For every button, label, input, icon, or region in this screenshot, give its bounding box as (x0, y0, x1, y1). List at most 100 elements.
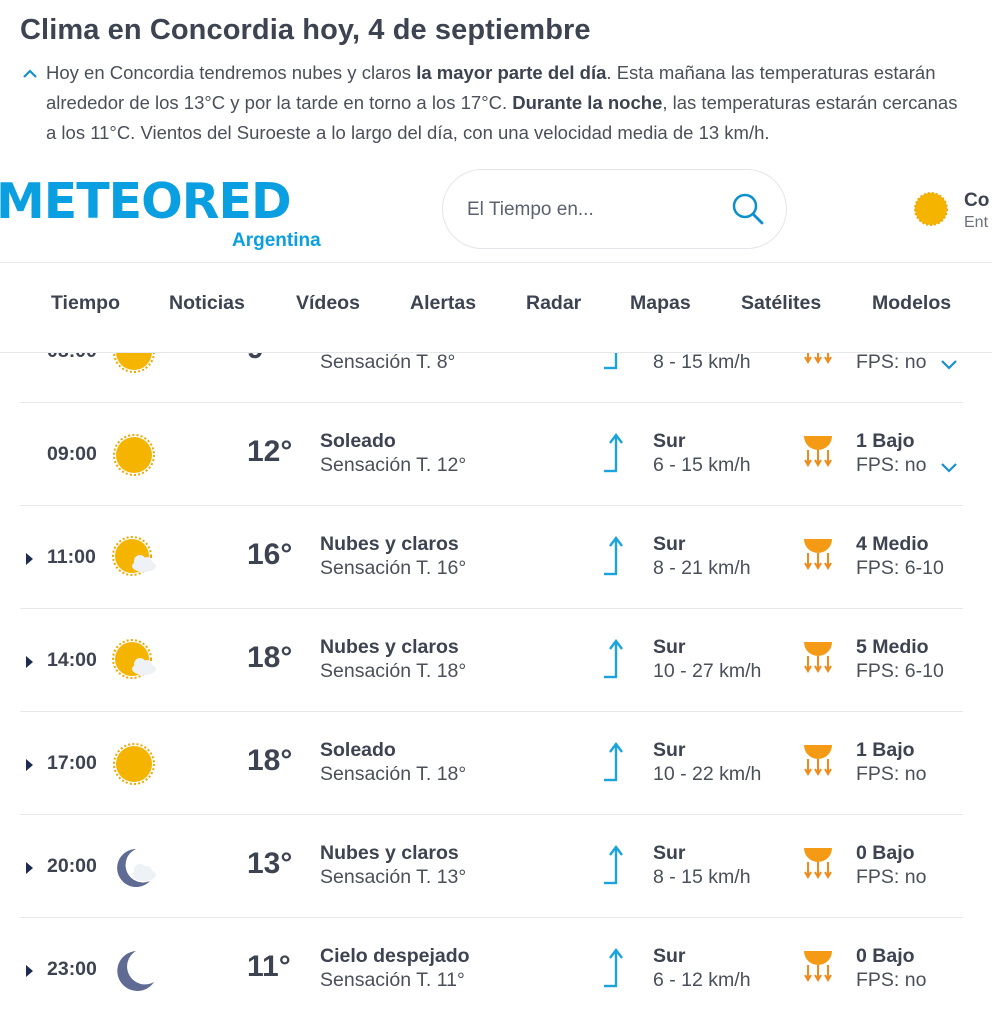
wind-direction-icon (602, 534, 626, 580)
expand-row-arrow-icon[interactable] (26, 759, 33, 771)
row-condition: Nubes y claros (320, 533, 459, 555)
search-icon[interactable] (731, 192, 765, 226)
chevron-down-icon[interactable] (940, 461, 958, 473)
summary-bold-2: Durante la noche (512, 92, 663, 113)
summary-bold-1: la mayor parte del día (416, 62, 607, 83)
intro-section: Clima en Concordia hoy, 4 de septiembre … (0, 0, 992, 160)
row-wind-speed: 8 - 15 km/h (653, 866, 751, 888)
row-uv-index: 0 Bajo (856, 945, 915, 967)
row-condition: Soleado (320, 739, 396, 761)
sun-cloud-icon (110, 637, 160, 687)
chevron-up-icon[interactable] (22, 68, 38, 80)
summary-text-3: , las temperaturas estarán cercanas a lo… (46, 92, 958, 143)
nav-item-satelites[interactable]: Satélites (741, 292, 822, 314)
row-fps: FPS: no (856, 351, 927, 373)
row-fps: FPS: 6-10 (856, 557, 944, 579)
nav-item-videos[interactable]: Vídeos (296, 292, 360, 314)
row-wind-direction: Sur (653, 533, 686, 555)
row-feels-like: Sensación T. 18° (320, 763, 467, 785)
row-condition: Cielo despejado (320, 945, 470, 967)
row-wind-speed: 6 - 12 km/h (653, 969, 751, 991)
search-input[interactable] (467, 192, 717, 228)
intro-summary: Hoy en Concordia tendremos nubes y claro… (46, 58, 966, 148)
row-time: 20:00 (47, 855, 97, 877)
uv-index-icon (800, 739, 836, 785)
row-feels-like: Sensación T. 13° (320, 866, 467, 888)
uv-index-icon (800, 430, 836, 476)
nav-item-modelos[interactable]: Modelos (872, 292, 952, 314)
row-temperature: 18° (247, 744, 293, 777)
row-wind-speed: 6 - 15 km/h (653, 454, 751, 476)
forecast-row[interactable]: 14:00 18° Nubes y claros Sensación T. 18° Su… (20, 609, 963, 712)
row-feels-like: Sensación T. 8° (320, 351, 456, 373)
moon-cloud-icon (110, 843, 160, 893)
row-time: 11:00 (47, 546, 96, 568)
sun-cloud-icon (110, 534, 160, 584)
row-wind-direction: Sur (653, 842, 686, 864)
row-wind-speed: 8 - 15 km/h (653, 351, 751, 373)
nav-item-mapas[interactable]: Mapas (630, 292, 691, 314)
forecast-row[interactable]: 09:00 12° Soleado Sensación T. 12° Sur 6 - 15… (20, 403, 963, 506)
search-box[interactable] (442, 169, 787, 249)
nav-item-alertas[interactable]: Alertas (410, 292, 477, 314)
chevron-down-icon[interactable] (940, 358, 958, 370)
row-uv-index: 4 Medio (856, 533, 929, 555)
nav-item-noticias[interactable]: Noticias (169, 292, 245, 314)
expand-row-arrow-icon[interactable] (26, 965, 33, 977)
wind-direction-icon (602, 431, 626, 477)
row-fps: FPS: no (856, 454, 927, 476)
uv-index-icon (800, 533, 836, 579)
nav-item-radar[interactable]: Radar (526, 292, 582, 314)
page-title: Clima en Concordia hoy, 4 de septiembre (20, 14, 591, 46)
row-wind-direction: Sur (653, 636, 686, 658)
row-wind-direction: Sur (653, 945, 686, 967)
row-wind-direction: Sur (653, 430, 686, 452)
row-fps: FPS: 6-10 (856, 660, 944, 682)
current-sublabel: Ent (964, 214, 989, 231)
uv-index-icon (800, 636, 836, 682)
row-wind-speed: 8 - 21 km/h (653, 557, 751, 579)
row-time: 09:00 (47, 443, 97, 465)
expand-row-arrow-icon[interactable] (26, 553, 33, 565)
row-uv-index: 0 Bajo (856, 842, 915, 864)
moon-icon (110, 946, 160, 996)
wind-direction-icon (602, 843, 626, 889)
sun-icon (914, 192, 948, 226)
logo-wordmark: METEORED (0, 173, 292, 230)
row-time: 14:00 (47, 649, 97, 671)
row-condition: Nubes y claros (320, 636, 459, 658)
forecast-row[interactable]: 11:00 16° Nubes y claros Sensación T. 16° Su… (20, 506, 963, 609)
row-wind-direction: Sur (653, 739, 686, 761)
row-temperature: 16° (247, 538, 293, 571)
row-feels-like: Sensación T. 18° (320, 660, 467, 682)
forecast-row[interactable]: 23:00 11° Cielo despejado Sensación T. 11° S… (20, 918, 963, 1013)
site-header: METEORED Argentina Co Ent (0, 160, 992, 263)
wind-direction-icon (602, 946, 626, 992)
forecast-row[interactable]: 20:00 13° Nubes y claros Sensación T. 13° Su… (20, 815, 963, 918)
row-condition: Soleado (320, 430, 396, 452)
row-temperature: 18° (247, 641, 293, 674)
row-feels-like: Sensación T. 11° (320, 969, 465, 991)
current-location: Co (964, 190, 990, 211)
row-wind-speed: 10 - 22 km/h (653, 763, 762, 785)
wind-direction-icon (602, 637, 626, 683)
expand-row-arrow-icon[interactable] (26, 862, 33, 874)
meteored-logo[interactable]: METEORED Argentina (0, 174, 346, 254)
expand-row-arrow-icon[interactable] (26, 656, 33, 668)
row-fps: FPS: no (856, 763, 927, 785)
current-weather-widget[interactable]: Co Ent (912, 186, 992, 236)
row-wind-speed: 10 - 27 km/h (653, 660, 762, 682)
row-fps: FPS: no (856, 866, 927, 888)
wind-direction-icon (602, 740, 626, 786)
row-temperature: 11° (247, 950, 291, 983)
forecast-row[interactable]: 17:00 18° Soleado Sensación T. 18° Sur 10 - 2… (20, 712, 963, 815)
row-feels-like: Sensación T. 12° (320, 454, 467, 476)
row-uv-index: 1 Bajo (856, 430, 915, 452)
row-condition: Nubes y claros (320, 842, 459, 864)
nav-item-tiempo[interactable]: Tiempo (51, 292, 120, 314)
row-feels-like: Sensación T. 16° (320, 557, 467, 579)
row-temperature: 12° (247, 435, 293, 468)
row-uv-index: 5 Medio (856, 636, 929, 658)
row-time: 17:00 (47, 752, 97, 774)
